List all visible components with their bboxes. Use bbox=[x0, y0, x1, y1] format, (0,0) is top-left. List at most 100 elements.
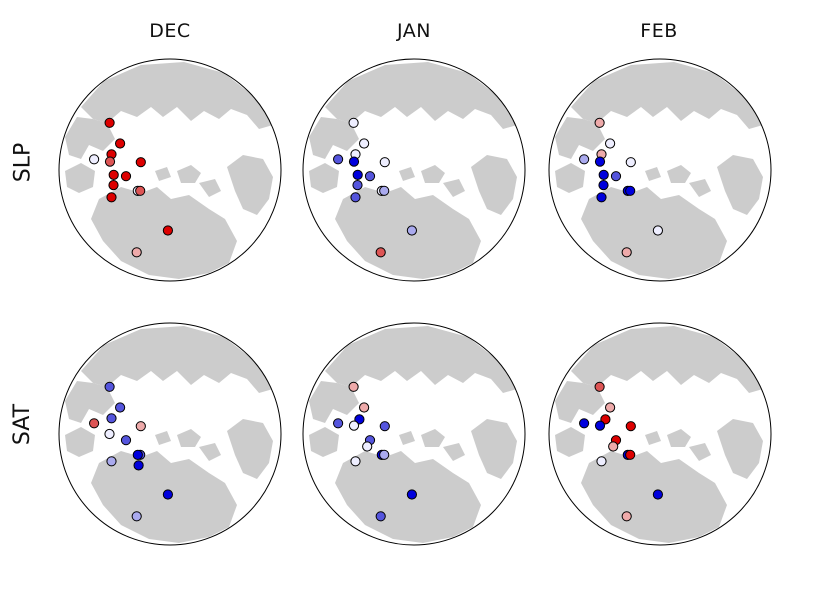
landmass-2 bbox=[471, 155, 517, 215]
landmass-5 bbox=[399, 167, 415, 181]
station-marker bbox=[106, 413, 117, 424]
landmass-7 bbox=[65, 163, 95, 193]
landmass-6 bbox=[443, 443, 465, 461]
station-marker bbox=[379, 421, 390, 432]
landmass-1 bbox=[309, 381, 359, 423]
map-boundary bbox=[548, 58, 772, 282]
landmass-2 bbox=[717, 155, 763, 215]
landmass-0 bbox=[81, 326, 273, 393]
landmass-1 bbox=[555, 117, 605, 159]
landmass-1 bbox=[555, 381, 605, 423]
station-marker bbox=[594, 381, 605, 392]
landmass-6 bbox=[199, 443, 221, 461]
map-boundary bbox=[548, 322, 772, 546]
map-sat-dec bbox=[58, 322, 282, 546]
station-marker bbox=[379, 157, 390, 168]
map-slp-feb bbox=[548, 58, 772, 282]
station-marker bbox=[598, 180, 609, 191]
station-marker bbox=[625, 449, 636, 460]
landmass-5 bbox=[645, 431, 661, 445]
station-marker bbox=[379, 185, 390, 196]
landmass-7 bbox=[555, 163, 585, 193]
station-marker bbox=[104, 117, 115, 128]
station-marker bbox=[621, 511, 632, 522]
station-marker bbox=[578, 418, 590, 429]
station-marker bbox=[350, 192, 361, 203]
station-marker bbox=[621, 247, 632, 258]
station-marker bbox=[88, 154, 100, 165]
station-marker bbox=[652, 225, 664, 236]
map-sat-feb bbox=[548, 322, 772, 546]
landmass-2 bbox=[227, 419, 273, 479]
station-marker bbox=[131, 247, 142, 258]
landmass-5 bbox=[155, 431, 171, 445]
landmass-6 bbox=[443, 179, 465, 197]
station-marker bbox=[348, 117, 359, 128]
landmass-7 bbox=[309, 427, 339, 457]
station-marker bbox=[406, 225, 418, 236]
station-marker bbox=[88, 418, 100, 429]
landmass-1 bbox=[65, 381, 115, 423]
landmass-4 bbox=[421, 165, 445, 183]
station-marker bbox=[610, 171, 622, 182]
station-marker bbox=[350, 456, 361, 467]
station-marker bbox=[625, 185, 636, 196]
map-slp-dec bbox=[58, 58, 282, 282]
landmass-2 bbox=[717, 419, 763, 479]
station-marker bbox=[106, 192, 117, 203]
map-boundary bbox=[58, 58, 282, 282]
station-marker bbox=[132, 449, 143, 460]
landmass-0 bbox=[571, 326, 763, 393]
row-label-slp: SLP bbox=[10, 142, 36, 183]
landmass-6 bbox=[199, 179, 221, 197]
station-marker bbox=[608, 441, 619, 452]
landmass-2 bbox=[227, 155, 273, 215]
landmass-4 bbox=[667, 429, 691, 447]
landmass-4 bbox=[177, 165, 201, 183]
landmass-2 bbox=[471, 419, 517, 479]
station-marker bbox=[352, 169, 363, 181]
landmass-6 bbox=[689, 179, 711, 197]
column-label-jan: JAN bbox=[397, 20, 431, 42]
station-marker bbox=[594, 117, 605, 128]
station-marker bbox=[135, 157, 146, 168]
station-marker bbox=[162, 489, 174, 500]
station-marker bbox=[578, 154, 590, 165]
station-marker bbox=[598, 169, 609, 181]
station-marker bbox=[162, 225, 174, 236]
station-marker bbox=[133, 460, 144, 471]
landmass-7 bbox=[309, 163, 339, 193]
station-marker bbox=[135, 185, 146, 196]
station-marker bbox=[625, 157, 636, 168]
station-marker bbox=[348, 156, 360, 167]
landmass-5 bbox=[399, 431, 415, 445]
landmass-5 bbox=[645, 167, 661, 181]
column-label-feb: FEB bbox=[640, 20, 678, 42]
station-marker bbox=[348, 381, 359, 392]
landmass-0 bbox=[571, 62, 763, 129]
map-boundary bbox=[302, 58, 526, 282]
landmass-0 bbox=[81, 62, 273, 129]
station-marker bbox=[104, 156, 116, 167]
station-marker bbox=[362, 441, 373, 452]
landmass-4 bbox=[177, 429, 201, 447]
station-marker bbox=[352, 180, 363, 191]
station-marker bbox=[605, 402, 616, 413]
landmass-group bbox=[555, 62, 763, 279]
column-label-dec: DEC bbox=[149, 20, 191, 42]
map-slp-jan bbox=[302, 58, 526, 282]
station-marker bbox=[104, 428, 115, 440]
station-marker bbox=[115, 138, 126, 149]
station-marker bbox=[625, 421, 636, 432]
station-marker bbox=[359, 138, 370, 149]
map-sat-jan bbox=[302, 322, 526, 546]
station-marker bbox=[104, 381, 115, 392]
landmass-1 bbox=[309, 117, 359, 159]
station-marker bbox=[332, 154, 344, 165]
station-marker bbox=[652, 489, 664, 500]
station-marker bbox=[375, 511, 386, 522]
station-marker bbox=[375, 247, 386, 258]
station-marker bbox=[131, 511, 142, 522]
landmass-4 bbox=[421, 429, 445, 447]
